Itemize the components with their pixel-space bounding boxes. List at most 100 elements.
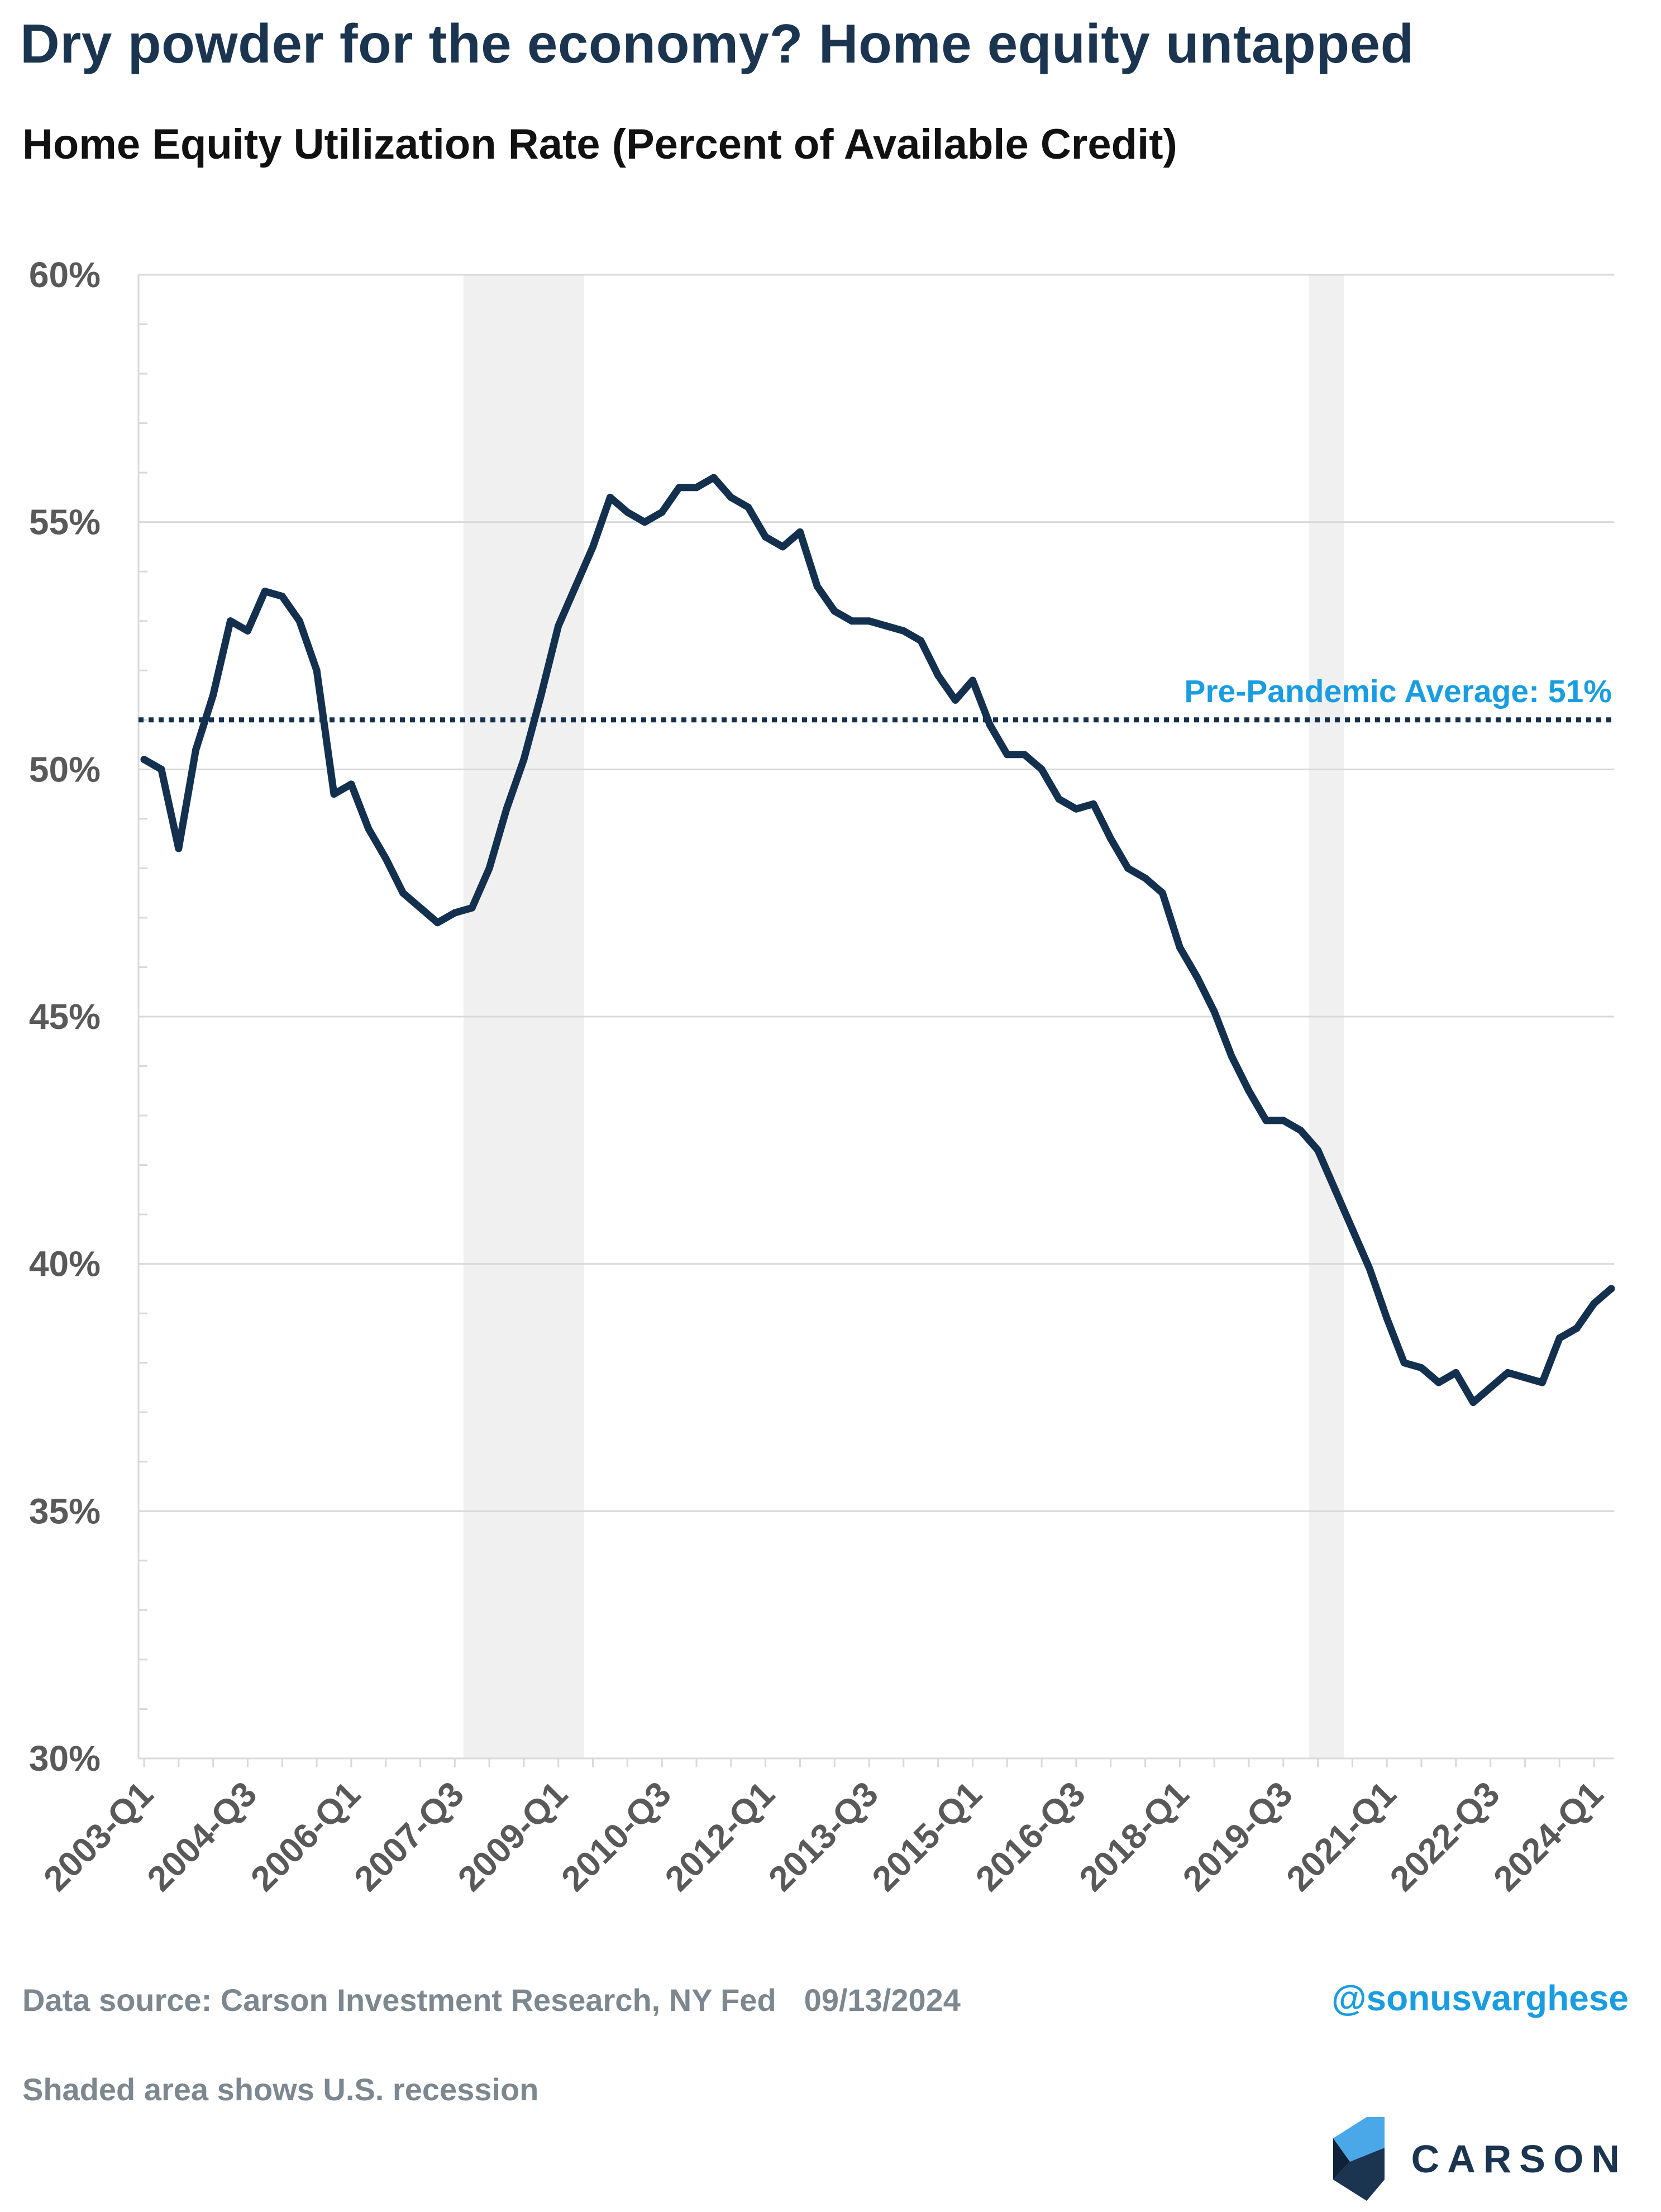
- chart-subtitle: Home Equity Utilization Rate (Percent of…: [22, 121, 1177, 168]
- data-point: [572, 583, 580, 590]
- data-point: [1348, 1226, 1356, 1233]
- y-tick-label: 30%: [29, 1738, 101, 1779]
- data-point: [865, 617, 873, 625]
- data-point: [555, 622, 562, 630]
- data-point: [1245, 1087, 1253, 1095]
- data-point: [1055, 795, 1063, 803]
- data-point: [1538, 1379, 1546, 1386]
- data-point: [623, 508, 631, 516]
- data-point: [1072, 805, 1080, 813]
- x-tick-label: 2013-Q3: [761, 1774, 886, 1899]
- data-point: [382, 855, 390, 862]
- data-point: [399, 889, 407, 897]
- data-point: [1331, 1186, 1339, 1194]
- data-point: [244, 627, 251, 635]
- data-point: [796, 528, 804, 536]
- data-point: [192, 746, 200, 754]
- x-tick-label: 2010-Q3: [554, 1774, 679, 1899]
- data-point: [848, 617, 856, 625]
- data-point: [1090, 800, 1097, 808]
- data-point: [1176, 943, 1183, 951]
- data-point: [503, 805, 510, 813]
- y-tick-labels: 30% 35% 40% 45% 50% 55% 60%: [29, 255, 101, 1779]
- data-point: [468, 904, 476, 912]
- y-tick-label: 45%: [29, 997, 101, 1037]
- data-point: [831, 607, 838, 615]
- data-point: [969, 676, 976, 684]
- data-point: [1314, 1146, 1322, 1154]
- data-point: [744, 503, 752, 511]
- data-point: [313, 666, 321, 674]
- x-tick-label: 2019-Q3: [1176, 1774, 1300, 1899]
- data-point: [710, 474, 718, 482]
- data-point: [779, 543, 786, 551]
- data-point: [1124, 864, 1132, 872]
- data-point: [330, 790, 338, 798]
- data-point: [589, 543, 597, 551]
- data-point: [1452, 1369, 1460, 1376]
- x-tick-label: 2009-Q1: [451, 1774, 575, 1899]
- data-point: [1193, 973, 1201, 981]
- data-point: [520, 756, 528, 764]
- data-point: [209, 692, 217, 699]
- x-tick-label: 2022-Q3: [1383, 1774, 1507, 1899]
- data-point: [1262, 1117, 1270, 1124]
- data-point: [261, 588, 269, 595]
- data-point: [952, 696, 960, 704]
- data-point: [917, 637, 925, 645]
- y-tick-label: 50%: [29, 749, 101, 789]
- author-handle[interactable]: @sonusvarghese: [1331, 1978, 1629, 2018]
- data-point: [537, 692, 545, 699]
- data-point: [813, 583, 821, 590]
- data-point: [227, 617, 234, 625]
- data-point: [693, 484, 700, 492]
- reference-line-group: Pre-Pandemic Average: 51%: [139, 674, 1615, 723]
- x-tick-label: 2004-Q3: [140, 1774, 264, 1899]
- x-tick-label: 2007-Q3: [347, 1774, 471, 1899]
- data-point: [986, 721, 994, 729]
- data-point: [1210, 1008, 1218, 1016]
- data-point: [365, 825, 373, 833]
- data-point: [1107, 835, 1115, 842]
- pre-pandemic-average-label: Pre-Pandemic Average: 51%: [1184, 674, 1612, 709]
- data-point: [1400, 1359, 1408, 1367]
- x-tick-label: 2016-Q3: [968, 1774, 1093, 1899]
- data-point: [1573, 1324, 1581, 1332]
- data-point: [1228, 1052, 1235, 1060]
- carson-logo-icon: [1333, 2117, 1385, 2201]
- x-tick-label: 2012-Q1: [658, 1774, 782, 1899]
- x-tick-label: 2003-Q1: [36, 1774, 161, 1899]
- brand-logo: CARSON: [1333, 2117, 1627, 2201]
- series-line: [140, 474, 1615, 1407]
- data-point: [727, 493, 735, 501]
- data-point: [140, 756, 148, 764]
- brand-name: CARSON: [1411, 2137, 1627, 2181]
- data-point: [882, 622, 890, 630]
- data-point: [278, 593, 286, 600]
- data-point: [485, 864, 493, 872]
- data-point: [641, 518, 648, 526]
- data-source-text: Data source: Carson Investment Research,…: [22, 1982, 776, 2018]
- data-point: [1297, 1127, 1305, 1134]
- y-tick-label: 60%: [29, 255, 101, 295]
- data-point: [1555, 1334, 1563, 1342]
- data-point: [675, 484, 683, 492]
- publish-date: 09/13/2024: [804, 1982, 961, 2018]
- data-point: [1366, 1265, 1373, 1272]
- data-point: [1142, 874, 1149, 882]
- data-point: [1383, 1314, 1391, 1322]
- line-chart: Pre-Pandemic Average: 51% 30% 35% 40% 45% 50…: [29, 255, 1615, 1899]
- x-tick-label: 2015-Q1: [865, 1774, 990, 1899]
- data-point: [1487, 1384, 1495, 1391]
- y-tick-label: 55%: [29, 502, 101, 542]
- data-point: [1038, 765, 1046, 773]
- data-point: [1590, 1300, 1598, 1307]
- data-point: [157, 765, 165, 773]
- data-point: [1435, 1379, 1443, 1386]
- x-tick-label: 2021-Q1: [1279, 1774, 1404, 1899]
- data-point: [1469, 1399, 1477, 1407]
- y-tick-label: 35%: [29, 1491, 101, 1531]
- recession-note: Shaded area shows U.S. recession: [22, 2072, 539, 2107]
- data-point: [175, 845, 183, 852]
- data-point: [1504, 1369, 1512, 1376]
